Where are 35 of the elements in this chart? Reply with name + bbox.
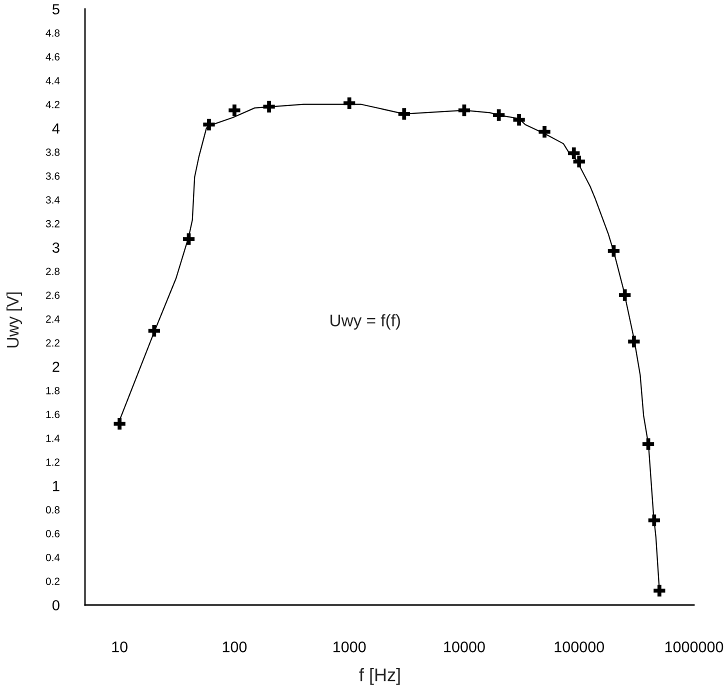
y-axis-title: Uwy [V] (6, 292, 22, 348)
x-tick-label: 100 (222, 642, 247, 652)
y-tick-label: 1.2 (46, 458, 60, 466)
y-tick-label: 0 (52, 600, 60, 610)
y-tick-label: 1.4 (46, 434, 60, 442)
y-tick-label: 1.6 (46, 410, 60, 418)
y-tick-label: 4.4 (46, 77, 60, 84)
x-tick-label: 10000 (444, 642, 485, 652)
y-tick-label: 3.4 (46, 196, 60, 204)
y-tick-label: 0.6 (46, 530, 60, 538)
x-axis-title: f [Hz] (359, 668, 400, 685)
x-tick-label: 1000000 (665, 642, 724, 652)
y-tick-label: 4.2 (46, 100, 60, 108)
y-tick-label: 3.2 (46, 220, 60, 228)
y-tick-label: 2.4 (46, 315, 60, 323)
y-tick-label: 2.2 (46, 339, 60, 347)
y-tick-label: 5 (52, 4, 60, 14)
annotation: Uwy = f(f) (330, 314, 400, 330)
y-tick-label: 1.8 (46, 386, 60, 394)
y-tick-label: 3.8 (46, 148, 60, 156)
y-tick-label: 4.8 (46, 29, 60, 37)
x-tick-label: 10 (112, 642, 128, 652)
y-tick-label: 0.2 (46, 578, 60, 586)
y-tick-label: 4.6 (46, 53, 60, 61)
y-tick-label: 2 (52, 362, 60, 372)
x-tick-label: 100000 (554, 642, 604, 652)
y-tick-label: 1 (53, 481, 60, 492)
y-tick-label: 0.4 (46, 554, 60, 562)
x-tick-label: 1000 (334, 642, 366, 652)
y-tick-label: 4 (52, 123, 60, 134)
y-tick-label: 0.8 (46, 506, 60, 514)
y-tick-label: 3 (52, 242, 60, 253)
y-tick-label: 3.6 (46, 172, 60, 180)
y-tick-label: 2.6 (46, 292, 60, 299)
y-tick-label: 2.8 (46, 268, 60, 276)
